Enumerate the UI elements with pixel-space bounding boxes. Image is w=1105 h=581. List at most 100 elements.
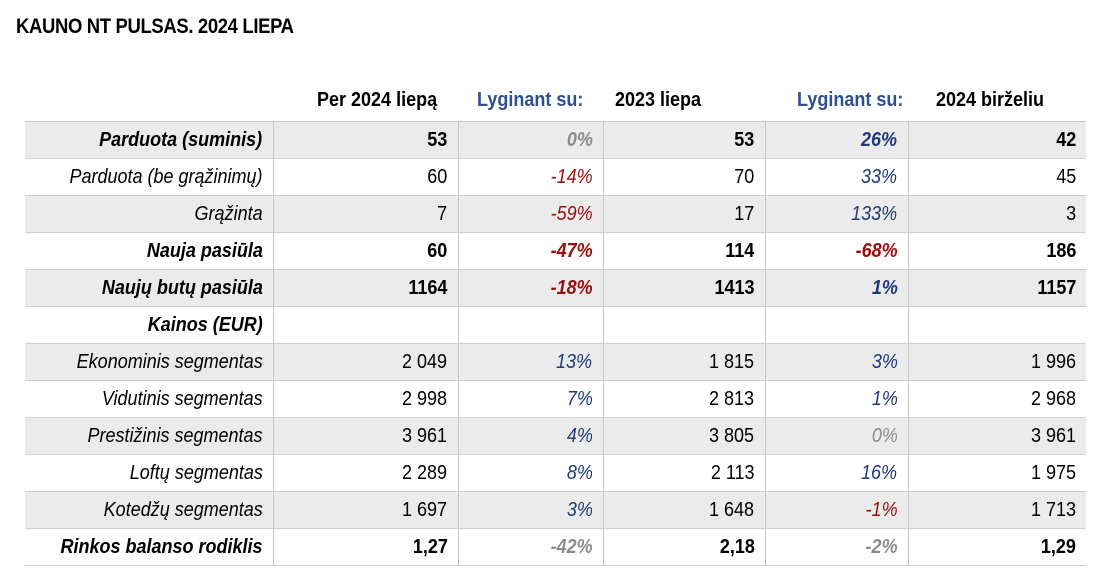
change-vs-prev-year-text: -42% bbox=[550, 535, 593, 558]
change-vs-prev-year: 7% bbox=[457, 380, 604, 418]
change-vs-prev-year: 13% bbox=[457, 343, 604, 381]
value-prev-month-text: 1157 bbox=[1036, 276, 1076, 299]
change-vs-prev-year-text: 13% bbox=[556, 350, 593, 373]
value-current: 60 bbox=[272, 158, 459, 196]
change-vs-prev-year: 0% bbox=[457, 121, 604, 159]
change-vs-prev-month-text: -2% bbox=[865, 535, 898, 558]
row-label-text: Kotedžų segmentas bbox=[103, 498, 263, 521]
market-pulse-table: Parduota (suminis) 53 0% 53 26% 42 Parduota (b… bbox=[25, 121, 1086, 566]
row-label-text: Naujų butų pasiūla bbox=[101, 276, 263, 299]
value-prev-year-text: 17 bbox=[734, 202, 755, 225]
table-row: Rinkos balanso rodiklis 1,27 -42% 2,18 -2% 1,… bbox=[25, 528, 1086, 566]
value-current-text: 60 bbox=[427, 165, 448, 188]
value-current-text: 60 bbox=[427, 239, 448, 262]
change-vs-prev-month: 26% bbox=[764, 121, 909, 159]
value-prev-month-text: 1 975 bbox=[1030, 461, 1076, 484]
change-vs-prev-year: -47% bbox=[457, 232, 604, 270]
change-vs-prev-year: -42% bbox=[457, 528, 604, 566]
row-label: Loftų segmentas bbox=[25, 454, 274, 492]
change-vs-prev-month-text: 0% bbox=[871, 424, 898, 447]
value-prev-year: 2 813 bbox=[602, 380, 766, 418]
value-current-text: 1164 bbox=[408, 276, 448, 299]
table-row: Kainos (EUR) bbox=[25, 306, 1086, 344]
change-vs-prev-month: 3% bbox=[764, 343, 909, 381]
row-label-text: Grąžinta bbox=[194, 202, 263, 225]
change-vs-prev-month: -1% bbox=[764, 491, 909, 529]
header-prev-year: 2023 liepa bbox=[615, 89, 702, 111]
value-current-text: 2 049 bbox=[402, 350, 448, 373]
row-label-text: Ekonominis segmentas bbox=[76, 350, 263, 373]
change-vs-prev-month-text: 1% bbox=[871, 276, 898, 299]
row-label: Ekonominis segmentas bbox=[25, 343, 274, 381]
value-prev-year-text: 1413 bbox=[714, 276, 755, 299]
value-prev-month-text: 3 961 bbox=[1030, 424, 1076, 447]
value-prev-month: 2 968 bbox=[907, 380, 1086, 418]
change-vs-prev-month-text: -1% bbox=[865, 498, 898, 521]
change-vs-prev-month: 133% bbox=[764, 195, 909, 233]
value-prev-month: 1157 bbox=[907, 269, 1086, 307]
value-prev-month-text: 42 bbox=[1055, 128, 1076, 151]
change-vs-prev-month-text: 133% bbox=[851, 202, 898, 225]
value-prev-year: 2,18 bbox=[602, 528, 766, 566]
value-current-text: 53 bbox=[427, 128, 448, 151]
value-current: 53 bbox=[272, 121, 459, 159]
value-current: 1164 bbox=[272, 269, 459, 307]
value-prev-year-text: 114 bbox=[725, 239, 755, 262]
value-prev-month-text: 3 bbox=[1065, 202, 1076, 225]
value-prev-year: 17 bbox=[602, 195, 766, 233]
change-vs-prev-month-text: 33% bbox=[861, 165, 898, 188]
change-vs-prev-year-text: -18% bbox=[550, 276, 593, 299]
row-label: Kainos (EUR) bbox=[25, 306, 274, 344]
table-row: Parduota (be grąžinimų) 60 -14% 70 33% 45 bbox=[25, 158, 1086, 196]
row-label: Kotedžų segmentas bbox=[25, 491, 274, 529]
table-row: Ekonominis segmentas 2 049 13% 1 815 3% 1 996 bbox=[25, 343, 1086, 381]
row-label-text: Loftų segmentas bbox=[129, 461, 263, 484]
table-row: Parduota (suminis) 53 0% 53 26% 42 bbox=[25, 121, 1086, 159]
value-current-text: 1 697 bbox=[402, 498, 448, 521]
row-label-text: Parduota (suminis) bbox=[99, 128, 263, 151]
change-vs-prev-month: 1% bbox=[764, 269, 909, 307]
value-prev-year: 1 648 bbox=[602, 491, 766, 529]
change-vs-prev-month-text: 26% bbox=[861, 128, 898, 151]
row-label: Naujų butų pasiūla bbox=[25, 269, 274, 307]
change-vs-prev-year: -14% bbox=[457, 158, 604, 196]
value-prev-month: 186 bbox=[907, 232, 1086, 270]
value-current: 1 697 bbox=[272, 491, 459, 529]
value-current: 3 961 bbox=[272, 417, 459, 455]
row-label: Prestižinis segmentas bbox=[25, 417, 274, 455]
change-vs-prev-year-text: 0% bbox=[566, 128, 593, 151]
value-current: 2 998 bbox=[272, 380, 459, 418]
change-vs-prev-year-text: 4% bbox=[566, 424, 593, 447]
row-label: Parduota (suminis) bbox=[25, 121, 274, 159]
header-compare-label-2: Lyginant su: bbox=[797, 89, 904, 111]
value-current: 2 049 bbox=[272, 343, 459, 381]
value-prev-year: 2 113 bbox=[602, 454, 766, 492]
value-prev-month: 1,29 bbox=[907, 528, 1086, 566]
value-current-text: 3 961 bbox=[402, 424, 448, 447]
value-prev-year-text: 53 bbox=[734, 128, 755, 151]
header-prev-month: 2024 birželiu bbox=[936, 89, 1045, 111]
value-prev-month: 1 975 bbox=[907, 454, 1086, 492]
value-prev-month-text: 2 968 bbox=[1030, 387, 1076, 410]
value-prev-year-text: 70 bbox=[734, 165, 755, 188]
value-current: 1,27 bbox=[272, 528, 459, 566]
change-vs-prev-month: 16% bbox=[764, 454, 909, 492]
row-label: Parduota (be grąžinimų) bbox=[25, 158, 274, 196]
change-vs-prev-month-text: 16% bbox=[861, 461, 898, 484]
value-prev-year: 53 bbox=[602, 121, 766, 159]
change-vs-prev-month-text: -68% bbox=[855, 239, 898, 262]
table-row: Nauja pasiūla 60 -47% 114 -68% 186 bbox=[25, 232, 1086, 270]
change-vs-prev-month: -2% bbox=[764, 528, 909, 566]
value-prev-month: 1 996 bbox=[907, 343, 1086, 381]
value-prev-month-text: 1 996 bbox=[1030, 350, 1076, 373]
page-title: KAUNO NT PULSAS. 2024 LIEPA bbox=[16, 15, 294, 38]
change-vs-prev-year: 4% bbox=[457, 417, 604, 455]
value-prev-month: 3 bbox=[907, 195, 1086, 233]
value-prev-month-text: 186 bbox=[1045, 239, 1076, 262]
change-vs-prev-year: 3% bbox=[457, 491, 604, 529]
value-prev-month-text: 1 713 bbox=[1030, 498, 1076, 521]
change-vs-prev-year-text: -59% bbox=[550, 202, 593, 225]
change-vs-prev-month-text: 3% bbox=[871, 350, 898, 373]
change-vs-prev-month: 33% bbox=[764, 158, 909, 196]
value-current-text: 7 bbox=[437, 202, 448, 225]
